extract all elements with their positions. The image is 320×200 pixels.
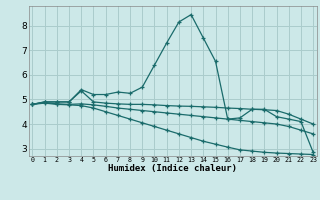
- X-axis label: Humidex (Indice chaleur): Humidex (Indice chaleur): [108, 164, 237, 173]
